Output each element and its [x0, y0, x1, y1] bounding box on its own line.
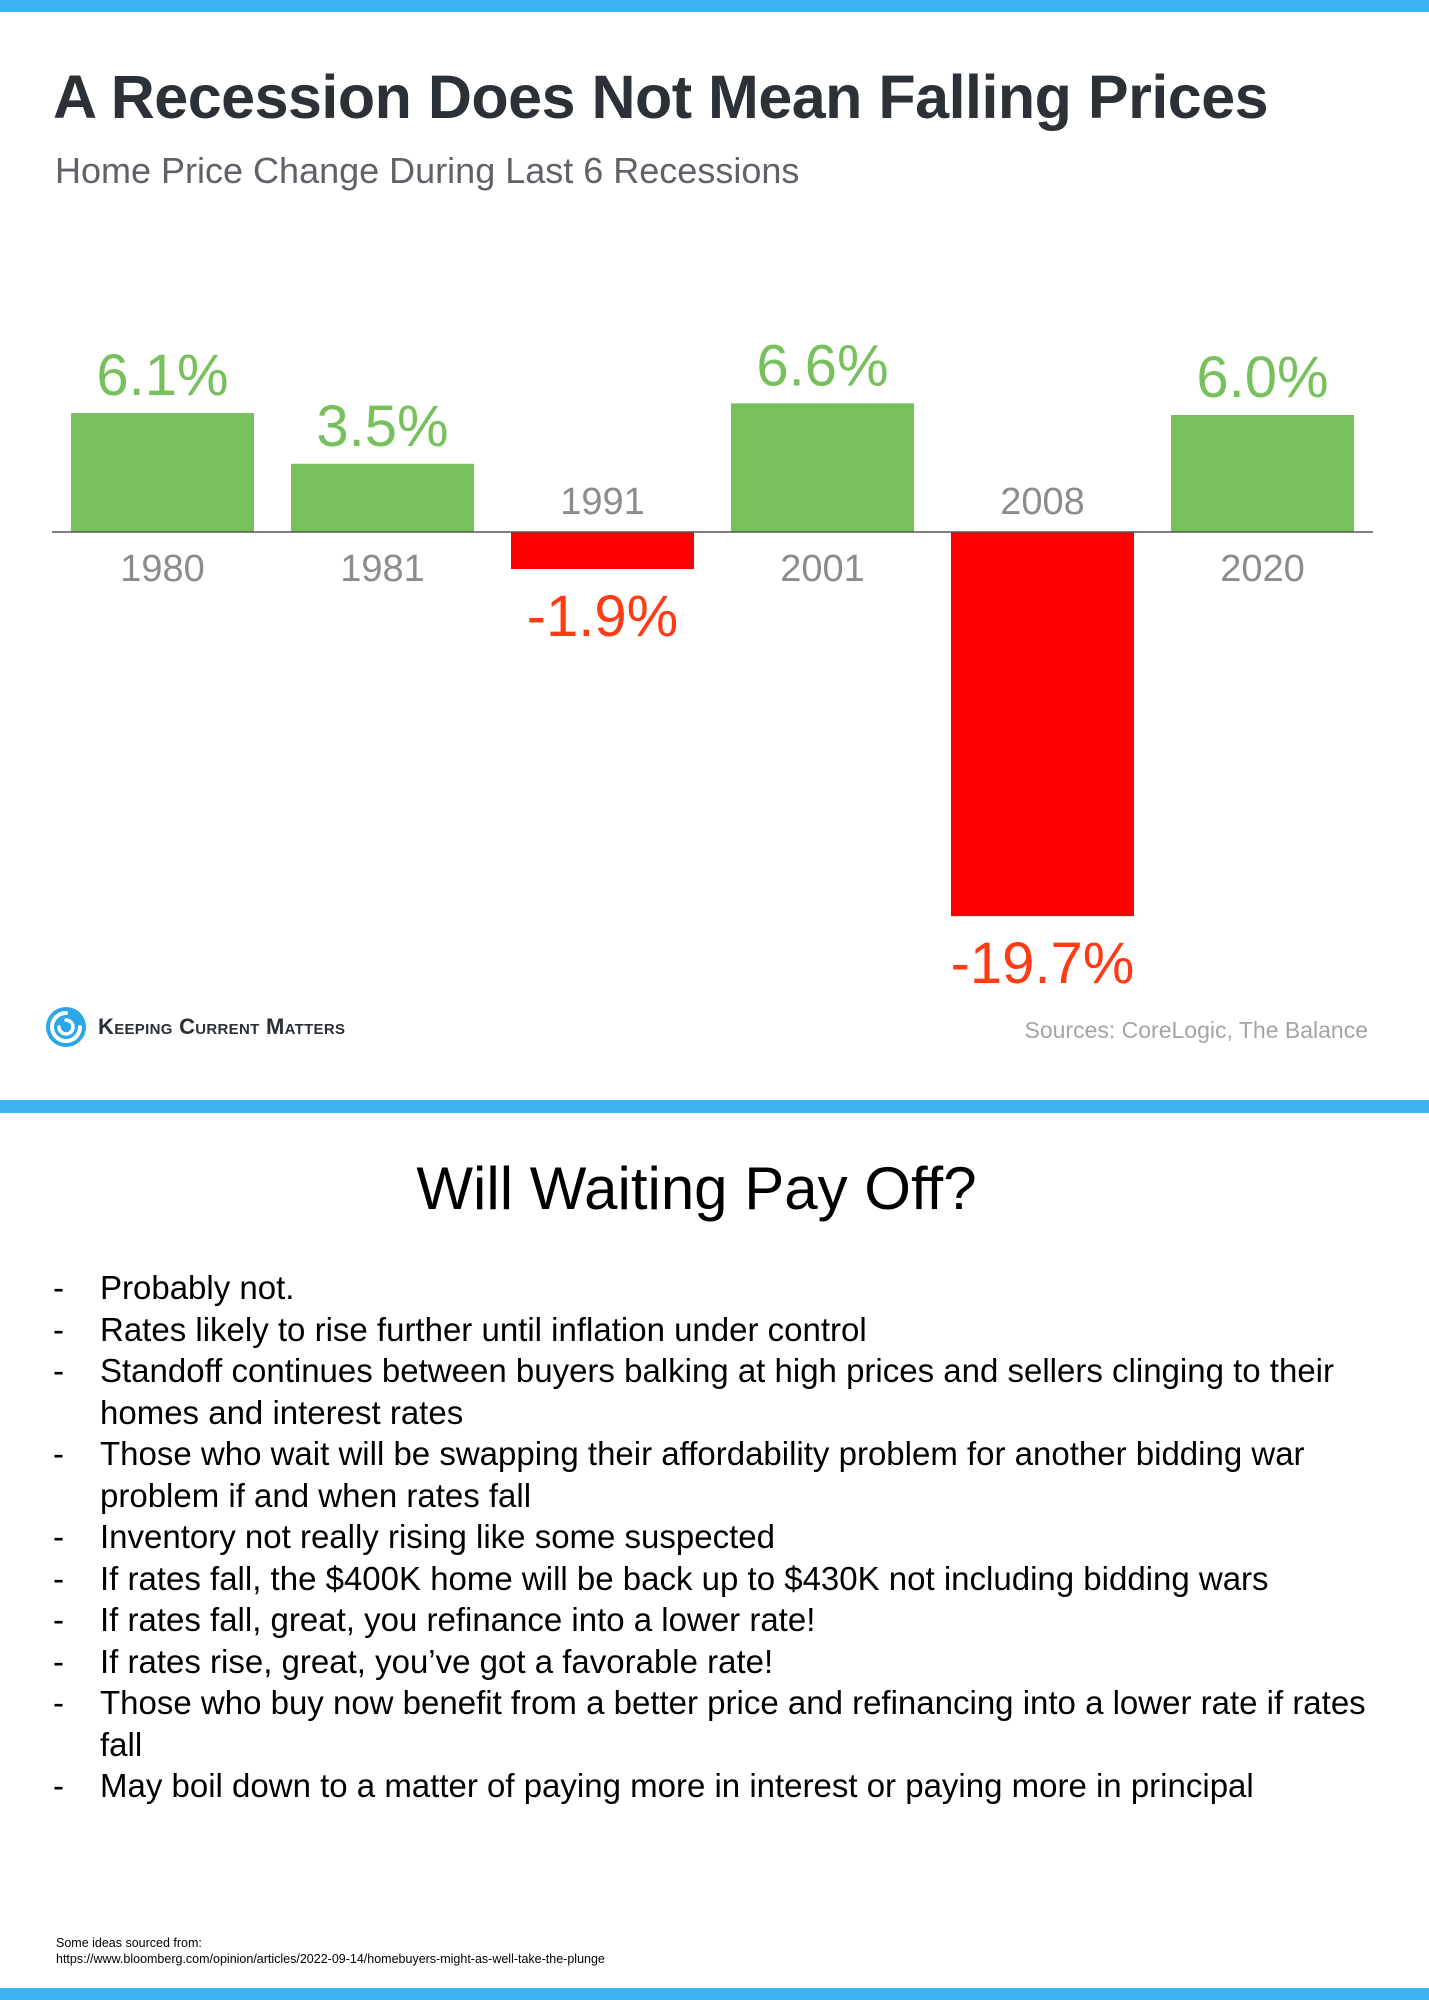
bullet-marker: -	[53, 1518, 64, 1555]
list-item: - Rates likely to rise further until infl…	[53, 1309, 1383, 1351]
bar-chart: 6.1% 1980 3.5% 1981 -1.9% 1991 6.6% 2001 -19.7% 2…	[52, 333, 1373, 996]
bullet-marker: -	[53, 1767, 64, 1804]
category-label-2001: 2001	[780, 548, 865, 590]
bullet-text: Those who buy now benefit from a better …	[100, 1684, 1366, 1763]
bar-2020	[1171, 415, 1354, 532]
footnote-url: https://www.bloomberg.com/opinion/articl…	[56, 1952, 605, 1966]
bullet-text: Inventory not really rising like some su…	[100, 1518, 775, 1555]
list-item: - May boil down to a matter of paying mor…	[53, 1765, 1383, 1807]
value-label-2020: 6.0%	[1196, 345, 1328, 410]
list-item: - If rates fall, the $400K home will be b…	[53, 1558, 1383, 1600]
category-label-1980: 1980	[120, 548, 205, 590]
bullet-text: If rates fall, the $400K home will be ba…	[100, 1559, 1269, 1597]
bullet-text: Probably not.	[100, 1269, 295, 1306]
footnote-label: Some ideas sourced from:	[56, 1936, 202, 1950]
bar-2008	[951, 532, 1134, 917]
bullet-text: Rates likely to rise further until infla…	[100, 1310, 867, 1348]
list-item: - Those who buy now benefit from a better…	[53, 1682, 1383, 1765]
bullet-marker: -	[53, 1642, 64, 1680]
sources-note: Sources: CoreLogic, The Balance	[1024, 1017, 1369, 1043]
logo-text: Keeping Current Matters	[98, 1014, 346, 1039]
list-item: - Inventory not really rising like some s…	[53, 1516, 1383, 1558]
category-label-2020: 2020	[1220, 548, 1305, 590]
value-label-1991: -1.9%	[527, 584, 679, 649]
bullet-marker: -	[53, 1684, 64, 1721]
bullet-marker: -	[53, 1269, 64, 1306]
bullet-marker: -	[53, 1310, 64, 1348]
divider-stripe	[0, 1100, 1429, 1113]
chart-title: A Recession Does Not Mean Falling Prices	[53, 63, 1269, 131]
chart-subtitle: Home Price Change During Last 6 Recessio…	[55, 150, 800, 191]
value-label-1980: 6.1%	[96, 343, 228, 408]
bar-1981	[291, 463, 474, 532]
category-label-1981: 1981	[340, 548, 425, 590]
list-item: - If rates fall, great, you refinance int…	[53, 1599, 1383, 1641]
bullet-marker: -	[53, 1435, 64, 1472]
bullet-text: Those who wait will be swapping their af…	[100, 1435, 1305, 1514]
list-item: - Probably not.	[53, 1267, 1383, 1309]
bottom-accent-stripe	[0, 1988, 1429, 2000]
list-item: - Standoff continues between buyers balki…	[53, 1350, 1383, 1433]
bullet-marker: -	[53, 1601, 64, 1638]
section-heading: Will Waiting Pay Off?	[416, 1155, 977, 1222]
category-label-1991: 1991	[560, 481, 645, 523]
kcm-logo: Keeping Current Matters	[44, 1005, 345, 1049]
value-label-2008: -19.7%	[951, 931, 1135, 996]
bullet-list: - Probably not. - Rates likely to rise fur…	[53, 1267, 1383, 1807]
bar-1991	[511, 532, 694, 570]
bullet-text: May boil down to a matter of paying more…	[100, 1767, 1254, 1804]
value-label-1981: 3.5%	[316, 394, 448, 459]
bullet-marker: -	[53, 1352, 64, 1389]
list-item: - If rates rise, great, you’ve got a favo…	[53, 1641, 1383, 1683]
value-label-2001: 6.6%	[756, 333, 888, 398]
bullet-text: If rates fall, great, you refinance into…	[100, 1601, 816, 1638]
bullet-text: Standoff continues between buyers balkin…	[100, 1352, 1334, 1431]
top-accent-stripe	[0, 0, 1429, 12]
bar-1980	[71, 413, 254, 532]
swirl-logo-icon	[46, 1007, 86, 1047]
bar-2001	[731, 403, 914, 532]
list-item: - Those who wait will be swapping their a…	[53, 1433, 1383, 1516]
footnote: Some ideas sourced from: https://www.blo…	[56, 1935, 605, 1967]
bullet-marker: -	[53, 1559, 64, 1597]
category-label-2008: 2008	[1000, 481, 1085, 523]
bullet-text: If rates rise, great, you’ve got a favor…	[100, 1642, 774, 1680]
